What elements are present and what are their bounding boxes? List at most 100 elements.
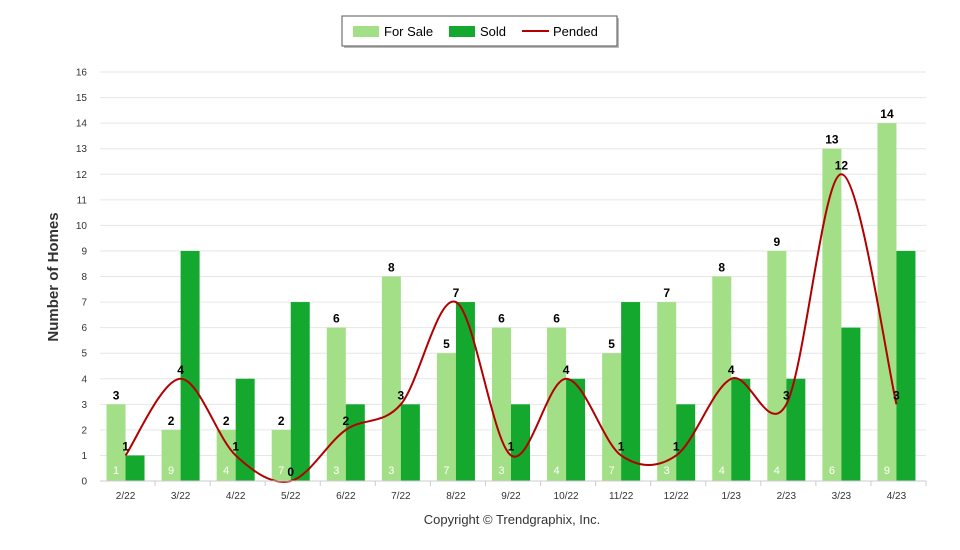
for-sale-value-label: 9 xyxy=(773,235,780,249)
bar-for-sale xyxy=(326,327,346,481)
y-tick-label: 5 xyxy=(81,349,87,360)
bar-sold xyxy=(511,404,530,481)
legend-swatch-for-sale xyxy=(353,26,379,37)
x-tick-label: 3/22 xyxy=(171,491,191,502)
sold-value-label: 4 xyxy=(719,465,725,477)
x-tick-label: 9/22 xyxy=(501,491,521,502)
for-sale-value-label: 14 xyxy=(880,107,894,121)
y-tick-label: 7 xyxy=(81,298,87,309)
bar-sold xyxy=(235,378,255,481)
pended-value-label: 4 xyxy=(177,363,184,377)
bar-for-sale xyxy=(547,327,567,481)
y-tick-label: 16 xyxy=(76,68,88,79)
bar-for-sale xyxy=(822,148,842,481)
sold-value-label: 7 xyxy=(278,465,284,477)
pended-value-label: 1 xyxy=(232,439,239,453)
y-tick-label: 11 xyxy=(77,195,88,206)
for-sale-value-label: 2 xyxy=(278,414,285,428)
bar-for-sale xyxy=(767,250,787,481)
bar-for-sale xyxy=(712,276,732,481)
for-sale-value-label: 8 xyxy=(388,261,395,275)
legend-label-for-sale: For Sale xyxy=(384,24,433,39)
for-sale-value-label: 6 xyxy=(333,312,340,326)
y-axis-label: Number of Homes xyxy=(45,212,62,341)
sold-value-label: 7 xyxy=(609,465,615,477)
pended-value-label: 12 xyxy=(835,158,849,172)
pended-value-label: 3 xyxy=(893,388,900,402)
pended-value-label: 1 xyxy=(618,439,625,453)
y-tick-label: 9 xyxy=(81,246,87,257)
sold-value-label: 3 xyxy=(333,465,339,477)
pended-value-label: 2 xyxy=(342,414,349,428)
sold-value-label: 4 xyxy=(774,465,780,477)
pended-value-label: 1 xyxy=(508,439,515,453)
pended-value-label: 7 xyxy=(453,286,460,300)
sold-value-label: 3 xyxy=(388,465,394,477)
y-tick-label: 12 xyxy=(76,170,88,181)
bar-for-sale xyxy=(657,302,677,481)
x-tick-label: 12/22 xyxy=(664,491,689,502)
x-tick-label: 7/22 xyxy=(391,491,411,502)
for-sale-value-label: 2 xyxy=(223,414,230,428)
for-sale-value-label: 13 xyxy=(825,133,839,147)
sold-value-label: 9 xyxy=(884,465,890,477)
for-sale-value-label: 5 xyxy=(608,337,615,351)
sold-value-label: 1 xyxy=(113,465,119,477)
bar-for-sale xyxy=(602,353,622,481)
y-tick-label: 3 xyxy=(81,400,87,411)
sold-value-label: 9 xyxy=(168,465,174,477)
bar-for-sale xyxy=(877,123,897,481)
x-tick-label: 11/22 xyxy=(609,491,634,502)
sold-value-label: 6 xyxy=(829,465,835,477)
y-tick-label: 15 xyxy=(76,93,88,104)
for-sale-value-label: 2 xyxy=(168,414,175,428)
x-tick-label: 3/23 xyxy=(832,491,852,502)
bar-sold xyxy=(180,250,200,481)
bar-sold xyxy=(455,302,475,481)
pended-value-label: 4 xyxy=(728,363,735,377)
bar-for-sale xyxy=(161,429,181,481)
x-tick-label: 4/22 xyxy=(226,491,246,502)
bar-sold xyxy=(896,250,916,481)
y-tick-label: 6 xyxy=(81,323,87,334)
sold-value-label: 7 xyxy=(443,465,449,477)
x-tick-label: 1/23 xyxy=(722,491,742,502)
bar-sold xyxy=(731,378,751,481)
legend-box xyxy=(341,15,618,47)
y-tick-label: 13 xyxy=(76,144,88,155)
x-tick-label: 10/22 xyxy=(554,491,579,502)
x-tick-label: 6/22 xyxy=(336,491,356,502)
y-tick-label: 10 xyxy=(76,221,88,232)
legend-label-pended: Pended xyxy=(553,24,598,39)
pended-value-label: 0 xyxy=(287,465,294,479)
bar-sold xyxy=(125,455,145,481)
for-sale-value-label: 8 xyxy=(718,261,725,275)
bar-sold xyxy=(400,404,420,481)
bar-for-sale xyxy=(492,327,511,481)
bar-for-sale xyxy=(216,429,236,481)
bar-sold xyxy=(621,302,641,481)
y-tick-label: 0 xyxy=(81,477,87,488)
x-axis: 2/22 3/22 4/22 5/22 6/22 7/22 8/22 9/22 10/22 11/… xyxy=(100,480,927,502)
y-tick-label: 1 xyxy=(81,451,87,462)
sold-value-label: 3 xyxy=(664,465,670,477)
for-sale-value-label: 6 xyxy=(498,312,505,326)
grid-lines xyxy=(100,71,926,482)
pended-value-label: 3 xyxy=(398,388,405,402)
x-tick-label: 8/22 xyxy=(446,491,466,502)
for-sale-value-label: 5 xyxy=(443,337,450,351)
data-labels: 3129242763835763645773849413614914102371… xyxy=(113,107,900,479)
bar-sold xyxy=(841,327,861,481)
y-tick-label: 4 xyxy=(81,374,87,385)
copyright-footer: Copyright © Trendgraphix, Inc. xyxy=(424,512,601,527)
y-tick-label: 8 xyxy=(81,272,87,283)
x-tick-label: 2/22 xyxy=(116,491,136,502)
x-tick-label: 4/23 xyxy=(887,491,907,502)
legend: For Sale Sold Pended xyxy=(341,15,619,48)
bar-sold xyxy=(676,404,696,481)
legend-label-sold: Sold xyxy=(480,24,506,39)
bar-sold xyxy=(290,302,310,481)
sold-value-label: 3 xyxy=(498,465,504,477)
pended-value-label: 4 xyxy=(563,363,570,377)
pended-value-label: 1 xyxy=(673,439,680,453)
